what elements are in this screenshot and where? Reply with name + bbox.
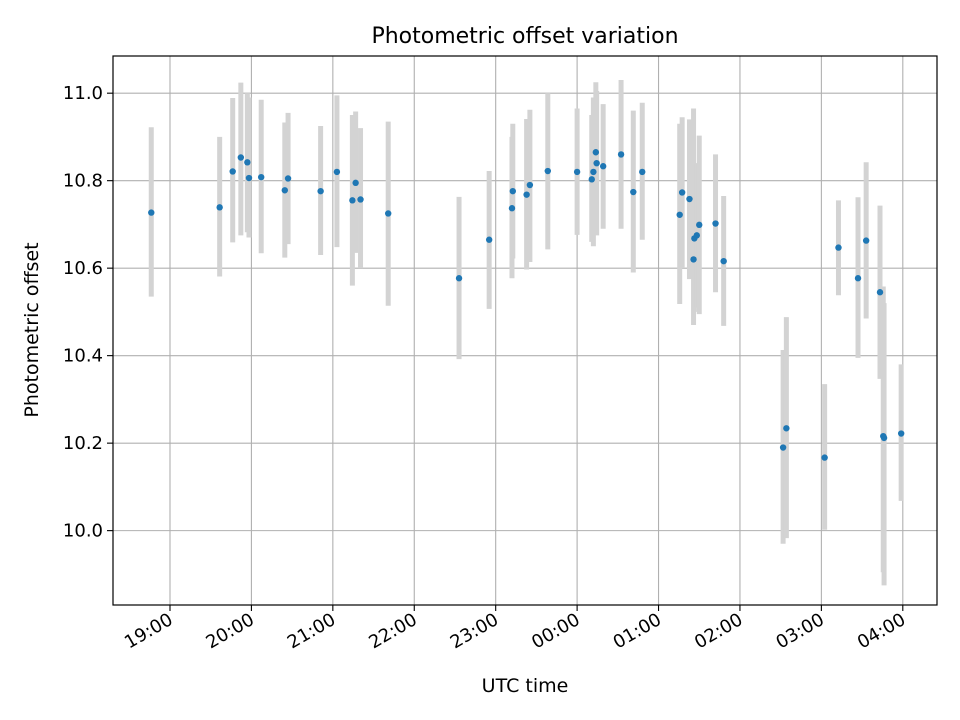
data-point bbox=[696, 221, 703, 229]
y-tick-label: 10.2 bbox=[63, 433, 103, 454]
data-point bbox=[317, 187, 324, 195]
data-point bbox=[712, 220, 719, 227]
data-point bbox=[588, 176, 595, 183]
x-axis-label: UTC time bbox=[482, 675, 569, 697]
data-point bbox=[821, 454, 828, 461]
data-point bbox=[876, 289, 884, 296]
y-tick-label: 10.0 bbox=[63, 521, 103, 542]
data-point bbox=[639, 168, 646, 176]
data-point bbox=[523, 191, 530, 198]
data-point bbox=[245, 174, 253, 182]
data-point bbox=[686, 195, 693, 203]
data-point bbox=[676, 211, 683, 218]
data-point bbox=[720, 257, 727, 265]
data-point bbox=[593, 159, 600, 167]
data-point bbox=[854, 275, 862, 282]
y-axis-label: Photometric offset bbox=[21, 242, 43, 417]
y-tick-label: 10.8 bbox=[63, 171, 103, 192]
data-point bbox=[590, 168, 597, 176]
data-point bbox=[281, 187, 289, 194]
data-point bbox=[229, 168, 236, 175]
data-point bbox=[599, 163, 607, 170]
data-point bbox=[148, 209, 155, 216]
data-point bbox=[455, 275, 463, 282]
data-point bbox=[573, 168, 581, 176]
data-point bbox=[779, 444, 787, 451]
y-tick-label: 11.0 bbox=[63, 83, 103, 104]
data-point bbox=[880, 434, 888, 442]
data-point bbox=[333, 168, 341, 176]
data-point bbox=[349, 197, 356, 204]
data-points bbox=[148, 149, 905, 461]
data-point bbox=[357, 196, 364, 203]
data-point bbox=[678, 189, 686, 196]
data-point bbox=[257, 173, 265, 181]
data-point bbox=[592, 149, 600, 156]
data-point bbox=[897, 430, 905, 437]
data-point bbox=[862, 237, 870, 244]
data-point bbox=[690, 256, 697, 263]
data-point bbox=[244, 159, 251, 166]
data-point bbox=[630, 188, 637, 196]
data-point bbox=[385, 210, 392, 217]
data-point bbox=[237, 154, 245, 161]
data-point bbox=[526, 181, 534, 189]
chart-title: Photometric offset variation bbox=[371, 24, 678, 49]
data-point bbox=[216, 204, 223, 211]
y-axis-ticks: 10.0 10.2 10.4 10.6 10.8 11.0 bbox=[63, 83, 113, 542]
data-point bbox=[508, 205, 516, 212]
data-point bbox=[835, 244, 842, 251]
data-point bbox=[783, 425, 790, 432]
data-point bbox=[544, 167, 551, 175]
plot-area-frame bbox=[112, 55, 938, 606]
data-point bbox=[352, 179, 359, 187]
data-point bbox=[485, 236, 493, 243]
y-tick-label: 10.6 bbox=[63, 258, 103, 279]
data-point bbox=[284, 175, 292, 182]
data-point bbox=[617, 151, 625, 158]
data-point bbox=[693, 232, 701, 239]
y-tick-label: 10.4 bbox=[63, 346, 103, 367]
data-point bbox=[509, 187, 516, 195]
